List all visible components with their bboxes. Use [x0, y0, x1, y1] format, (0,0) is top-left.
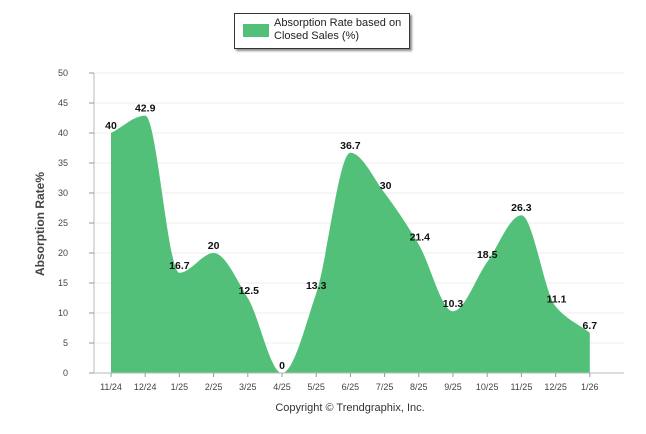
x-tick-label: 8/25 [410, 382, 428, 392]
x-tick-label: 7/25 [376, 382, 394, 392]
area-series [111, 115, 590, 373]
data-label: 16.7 [169, 260, 190, 272]
y-axis-title: Absorption Rate% [33, 172, 47, 276]
y-tick-label: 30 [58, 188, 68, 198]
x-tick-label: 12/25 [544, 382, 567, 392]
y-tick-label: 35 [58, 158, 68, 168]
x-tick-label: 10/25 [476, 382, 499, 392]
data-label: 26.3 [511, 202, 532, 214]
legend: Absorption Rate based on Closed Sales (%… [234, 13, 410, 49]
y-tick-label: 0 [63, 368, 68, 378]
data-labels: 40 42.9 16.7 20 12.5 0 13.3 36.7 30 21.4 10.3 18.5 2… [105, 103, 597, 372]
y-tick-label: 25 [58, 218, 68, 228]
x-tick-label: 12/24 [134, 382, 157, 392]
y-tick-label: 40 [58, 128, 68, 138]
x-tick-label: 4/25 [273, 382, 291, 392]
x-tick-label: 1/25 [171, 382, 189, 392]
y-tick-label: 20 [58, 248, 68, 258]
data-label: 18.5 [477, 249, 498, 261]
legend-swatch [243, 24, 269, 37]
data-label: 20 [208, 240, 220, 252]
x-tick-label: 11/25 [510, 382, 532, 392]
y-tick-label: 10 [58, 308, 68, 318]
data-label: 36.7 [340, 140, 361, 152]
area-fill [111, 115, 590, 373]
y-tick-label: 15 [58, 278, 68, 288]
copyright-footer: Copyright © Trendgraphix, Inc. [275, 402, 425, 414]
legend-label: Absorption Rate based on Closed Sales (%… [274, 17, 402, 42]
y-tick-label: 50 [58, 68, 68, 78]
data-label: 10.3 [443, 298, 464, 310]
data-label: 21.4 [410, 232, 431, 244]
y-tick-label: 45 [58, 98, 68, 108]
x-tick-label: 3/25 [239, 382, 257, 392]
data-label: 40 [105, 120, 117, 132]
data-label: 0 [279, 360, 285, 372]
data-label: 30 [380, 180, 392, 192]
x-tick-label: 11/24 [100, 382, 122, 392]
x-tick-label: 1/26 [581, 382, 599, 392]
data-label: 12.5 [239, 285, 260, 297]
y-tick-labels: 0 5 10 15 20 25 30 35 40 45 50 [58, 68, 94, 378]
x-tick-label: 5/25 [307, 382, 325, 392]
x-tick-labels: 11/24 12/24 1/25 2/25 3/25 4/25 5/25 6/25 7/25 8/… [100, 373, 599, 392]
data-label: 42.9 [135, 103, 156, 115]
y-tick-label: 5 [63, 338, 68, 348]
data-label: 6.7 [582, 320, 597, 332]
x-tick-label: 2/25 [205, 382, 223, 392]
x-tick-label: 6/25 [342, 382, 360, 392]
x-tick-label: 9/25 [444, 382, 462, 392]
data-label: 13.3 [306, 280, 327, 292]
data-label: 11.1 [547, 293, 567, 305]
